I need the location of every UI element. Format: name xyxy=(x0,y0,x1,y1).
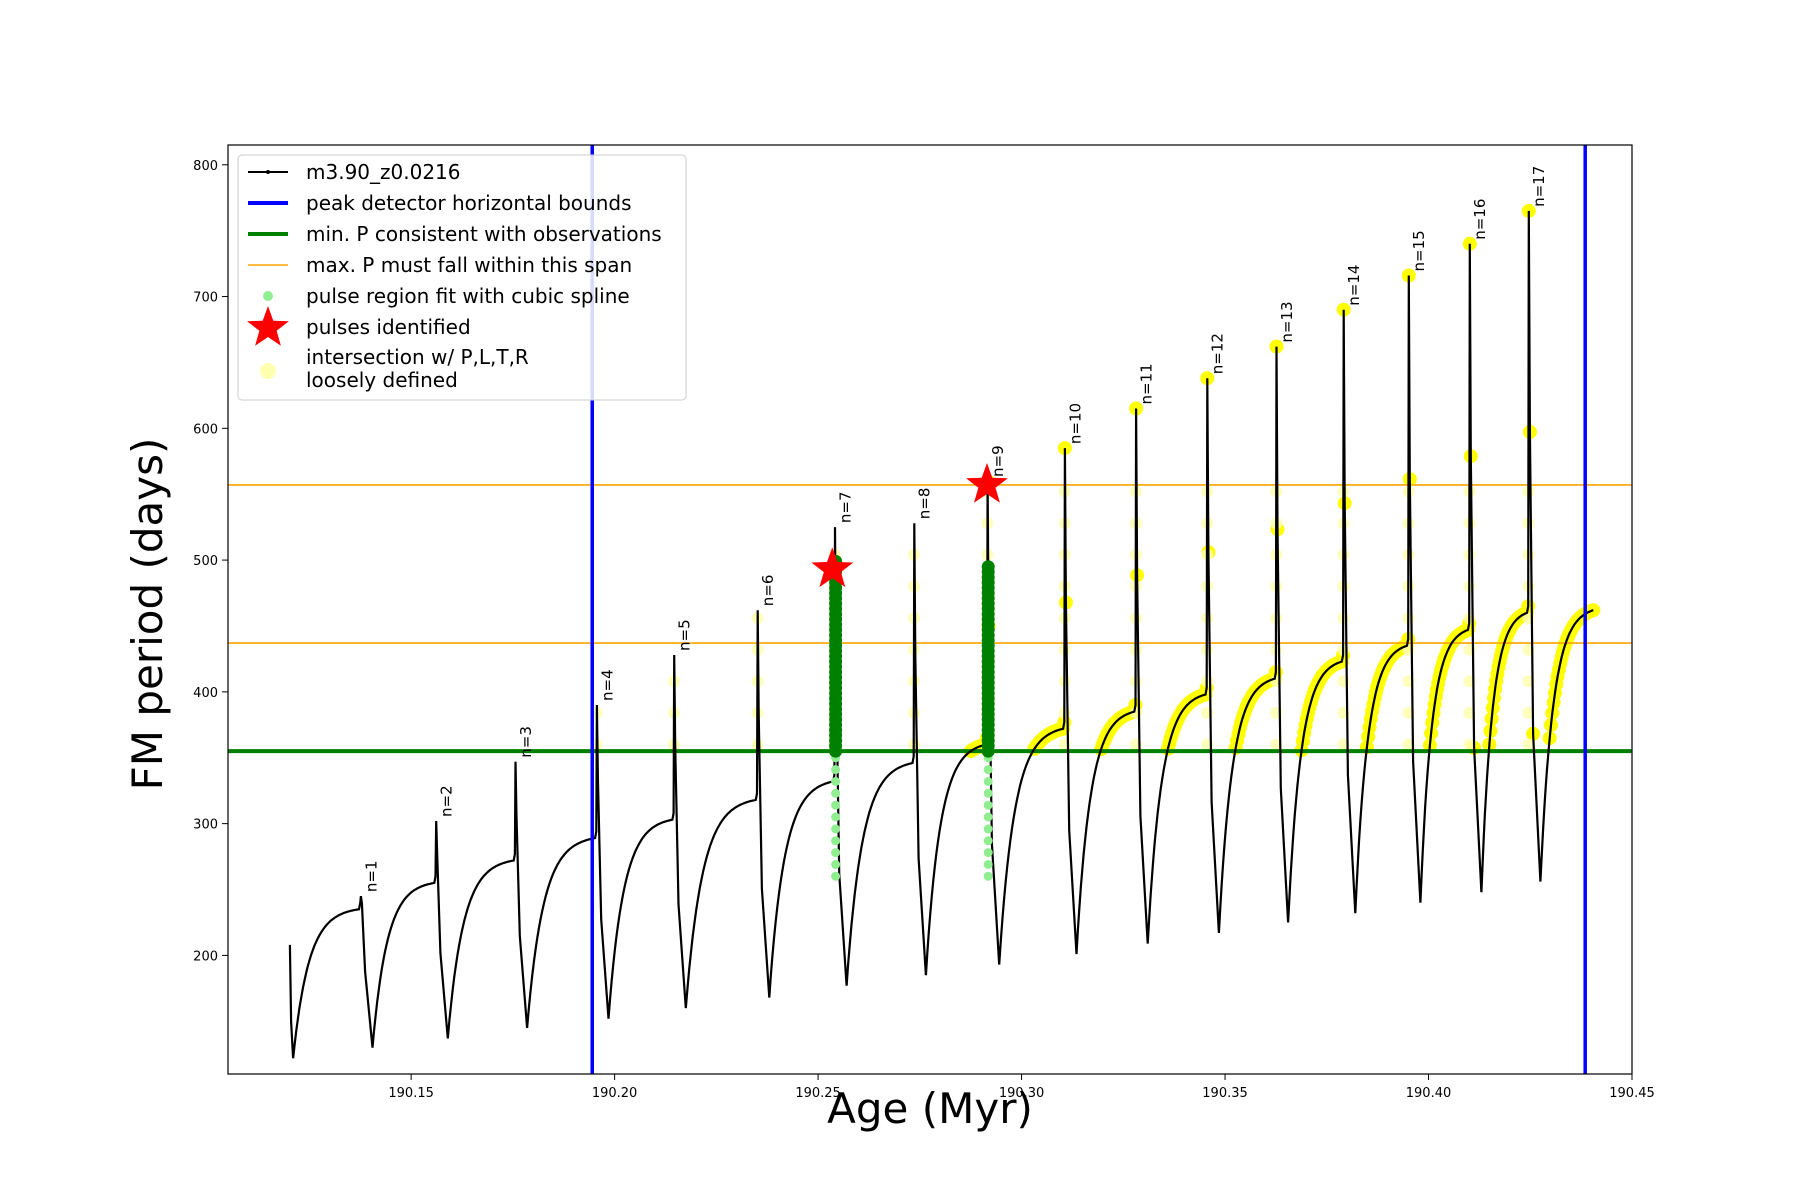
pulse-label-n8: n=8 xyxy=(916,488,934,520)
pulse-label-n9: n=9 xyxy=(989,445,1007,477)
pulse-label-n6: n=6 xyxy=(759,575,777,607)
x-tick-label: 190.25 xyxy=(795,1086,841,1101)
x-tick-label: 190.30 xyxy=(999,1086,1045,1101)
y-tick-label: 800 xyxy=(193,159,218,174)
y-axis: 200 300 400 500 600 700 800 xyxy=(193,159,228,964)
pulse-label-n15: n=15 xyxy=(1410,230,1428,271)
spline-fit-point xyxy=(831,800,841,810)
x-axis: 190.15 190.20 190.25 190.30 190.35 190.40 190.… xyxy=(388,1074,1655,1101)
y-tick-label: 300 xyxy=(193,818,218,833)
spline-fit-point xyxy=(831,788,841,798)
spline-fit-point xyxy=(831,871,841,881)
legend-label: intersection w/ P,L,T,R xyxy=(306,345,529,369)
pulse-label-n16: n=16 xyxy=(1471,199,1489,240)
legend-label: pulse region fit with cubic spline xyxy=(306,284,630,308)
pulse-label-n1: n=1 xyxy=(362,860,380,892)
spline-fit-point xyxy=(983,836,993,846)
pulse-label-n13: n=13 xyxy=(1278,301,1296,342)
x-tick-label: 190.45 xyxy=(1609,1086,1655,1101)
pulse-label-n12: n=12 xyxy=(1209,333,1227,374)
spline-fit-point xyxy=(831,765,841,775)
pulse-label-n2: n=2 xyxy=(438,785,456,817)
legend-label: max. P must fall within this span xyxy=(306,253,632,277)
pulse-label-n4: n=4 xyxy=(598,669,616,701)
spline-fit-point xyxy=(983,860,993,869)
legend-entry: peak detector horizontal bounds xyxy=(248,191,632,215)
x-tick-label: 190.40 xyxy=(1406,1086,1452,1101)
spline-fit-point xyxy=(983,788,993,798)
legend-entry: min. P consistent with observations xyxy=(248,222,662,246)
legend-entry: pulse region fit with cubic spline xyxy=(263,284,630,308)
y-tick-label: 700 xyxy=(193,291,218,306)
legend-star xyxy=(247,306,289,346)
y-tick-label: 500 xyxy=(193,554,218,569)
pulse-label-n10: n=10 xyxy=(1066,403,1084,444)
legend-entry: max. P must fall within this span xyxy=(248,253,632,277)
legend-label: peak detector horizontal bounds xyxy=(306,191,632,215)
intersection-point xyxy=(1522,738,1535,751)
legend-label: min. P consistent with observations xyxy=(306,222,662,246)
x-axis-label: Age (Myr) xyxy=(827,1084,1033,1133)
spline-fit-point xyxy=(983,800,993,810)
pulse-fit-regions xyxy=(829,554,995,881)
legend-box xyxy=(237,154,687,401)
pulse-label-n5: n=5 xyxy=(676,619,694,651)
spline-fit-point xyxy=(981,560,995,574)
pulse-label-n14: n=14 xyxy=(1345,265,1363,306)
x-tick-label: 190.15 xyxy=(388,1086,434,1101)
y-tick-label: 200 xyxy=(193,949,218,964)
intersection-point xyxy=(1402,738,1415,751)
spline-fit-point xyxy=(983,765,993,775)
legend-label: m3.90_z0.0216 xyxy=(306,160,461,184)
legend-marker xyxy=(263,291,273,301)
y-axis-label: FM period (days) xyxy=(123,438,172,791)
spline-fit-point xyxy=(831,777,841,786)
intersection-point xyxy=(1463,738,1476,751)
spline-fit-point xyxy=(831,848,841,858)
spline-fit-point xyxy=(831,812,841,822)
pulse-identified-star xyxy=(811,547,854,588)
spline-fit-point xyxy=(983,871,993,881)
legend-entry: m3.90_z0.0216 xyxy=(248,160,461,184)
intersection-point xyxy=(1522,706,1535,719)
x-tick-label: 190.35 xyxy=(1202,1086,1248,1101)
spline-fit-point xyxy=(983,824,993,834)
intersection-region xyxy=(590,203,1601,759)
legend-marker xyxy=(266,170,270,174)
spline-fit-point xyxy=(983,812,993,822)
spline-fit-point xyxy=(983,777,993,786)
legend-label: loosely defined xyxy=(306,368,458,392)
y-tick-label: 400 xyxy=(193,686,218,701)
spline-fit-point xyxy=(983,848,993,858)
pulse-identified-star xyxy=(966,463,1008,503)
legend-marker xyxy=(260,363,276,379)
pulse-label-n11: n=11 xyxy=(1138,363,1156,404)
legend-entry: pulses identified xyxy=(247,306,471,346)
pulse-label-n17: n=17 xyxy=(1530,166,1548,207)
pulse-label-n7: n=7 xyxy=(836,491,854,523)
pulse-label-n3: n=3 xyxy=(517,726,535,758)
y-tick-label: 600 xyxy=(193,422,218,437)
spline-fit-point xyxy=(831,824,841,834)
x-tick-label: 190.20 xyxy=(592,1086,638,1101)
spline-fit-point xyxy=(831,836,841,846)
legend-label: pulses identified xyxy=(306,315,471,339)
spline-fit-point xyxy=(831,860,841,869)
plot-frame xyxy=(227,144,1633,1075)
